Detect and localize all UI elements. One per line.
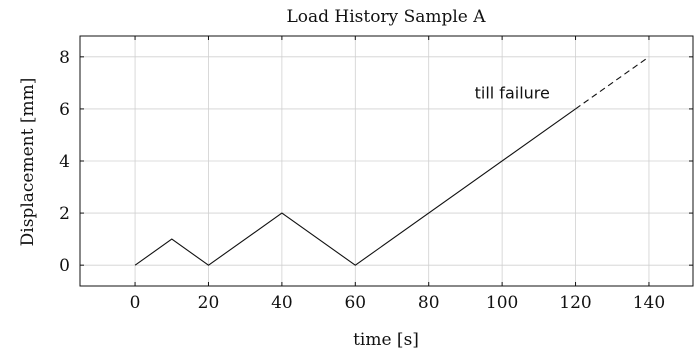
x-tick-label: 140 — [633, 293, 665, 313]
x-axis-label: time [s] — [353, 330, 419, 350]
y-tick-label: 4 — [59, 152, 70, 172]
x-tick-label: 40 — [271, 293, 293, 313]
plot-lines — [134, 56, 650, 266]
annotation-till-failure: till failure — [475, 84, 550, 103]
x-tick-label: 100 — [486, 293, 518, 313]
series-line-solid — [134, 108, 576, 266]
grid — [80, 36, 693, 286]
chart-title: Load History Sample A — [286, 7, 486, 27]
x-tick-label: 60 — [344, 293, 366, 313]
y-tick-label: 0 — [59, 256, 70, 276]
x-tick-label: 120 — [559, 293, 591, 313]
x-tick-label: 80 — [418, 293, 440, 313]
tick-labels: 0 20 40 60 80 100 120 140 0 2 4 6 8 — [59, 48, 665, 313]
ticks — [80, 36, 693, 286]
annotations: till failure — [475, 84, 550, 103]
y-axis-label: Displacement [mm] — [18, 78, 38, 247]
x-tick-label: 0 — [130, 293, 141, 313]
y-tick-label: 6 — [59, 100, 70, 120]
y-tick-label: 2 — [59, 204, 70, 224]
x-tick-label: 20 — [198, 293, 220, 313]
series-line-dashed — [575, 56, 650, 110]
y-tick-label: 8 — [59, 48, 70, 68]
